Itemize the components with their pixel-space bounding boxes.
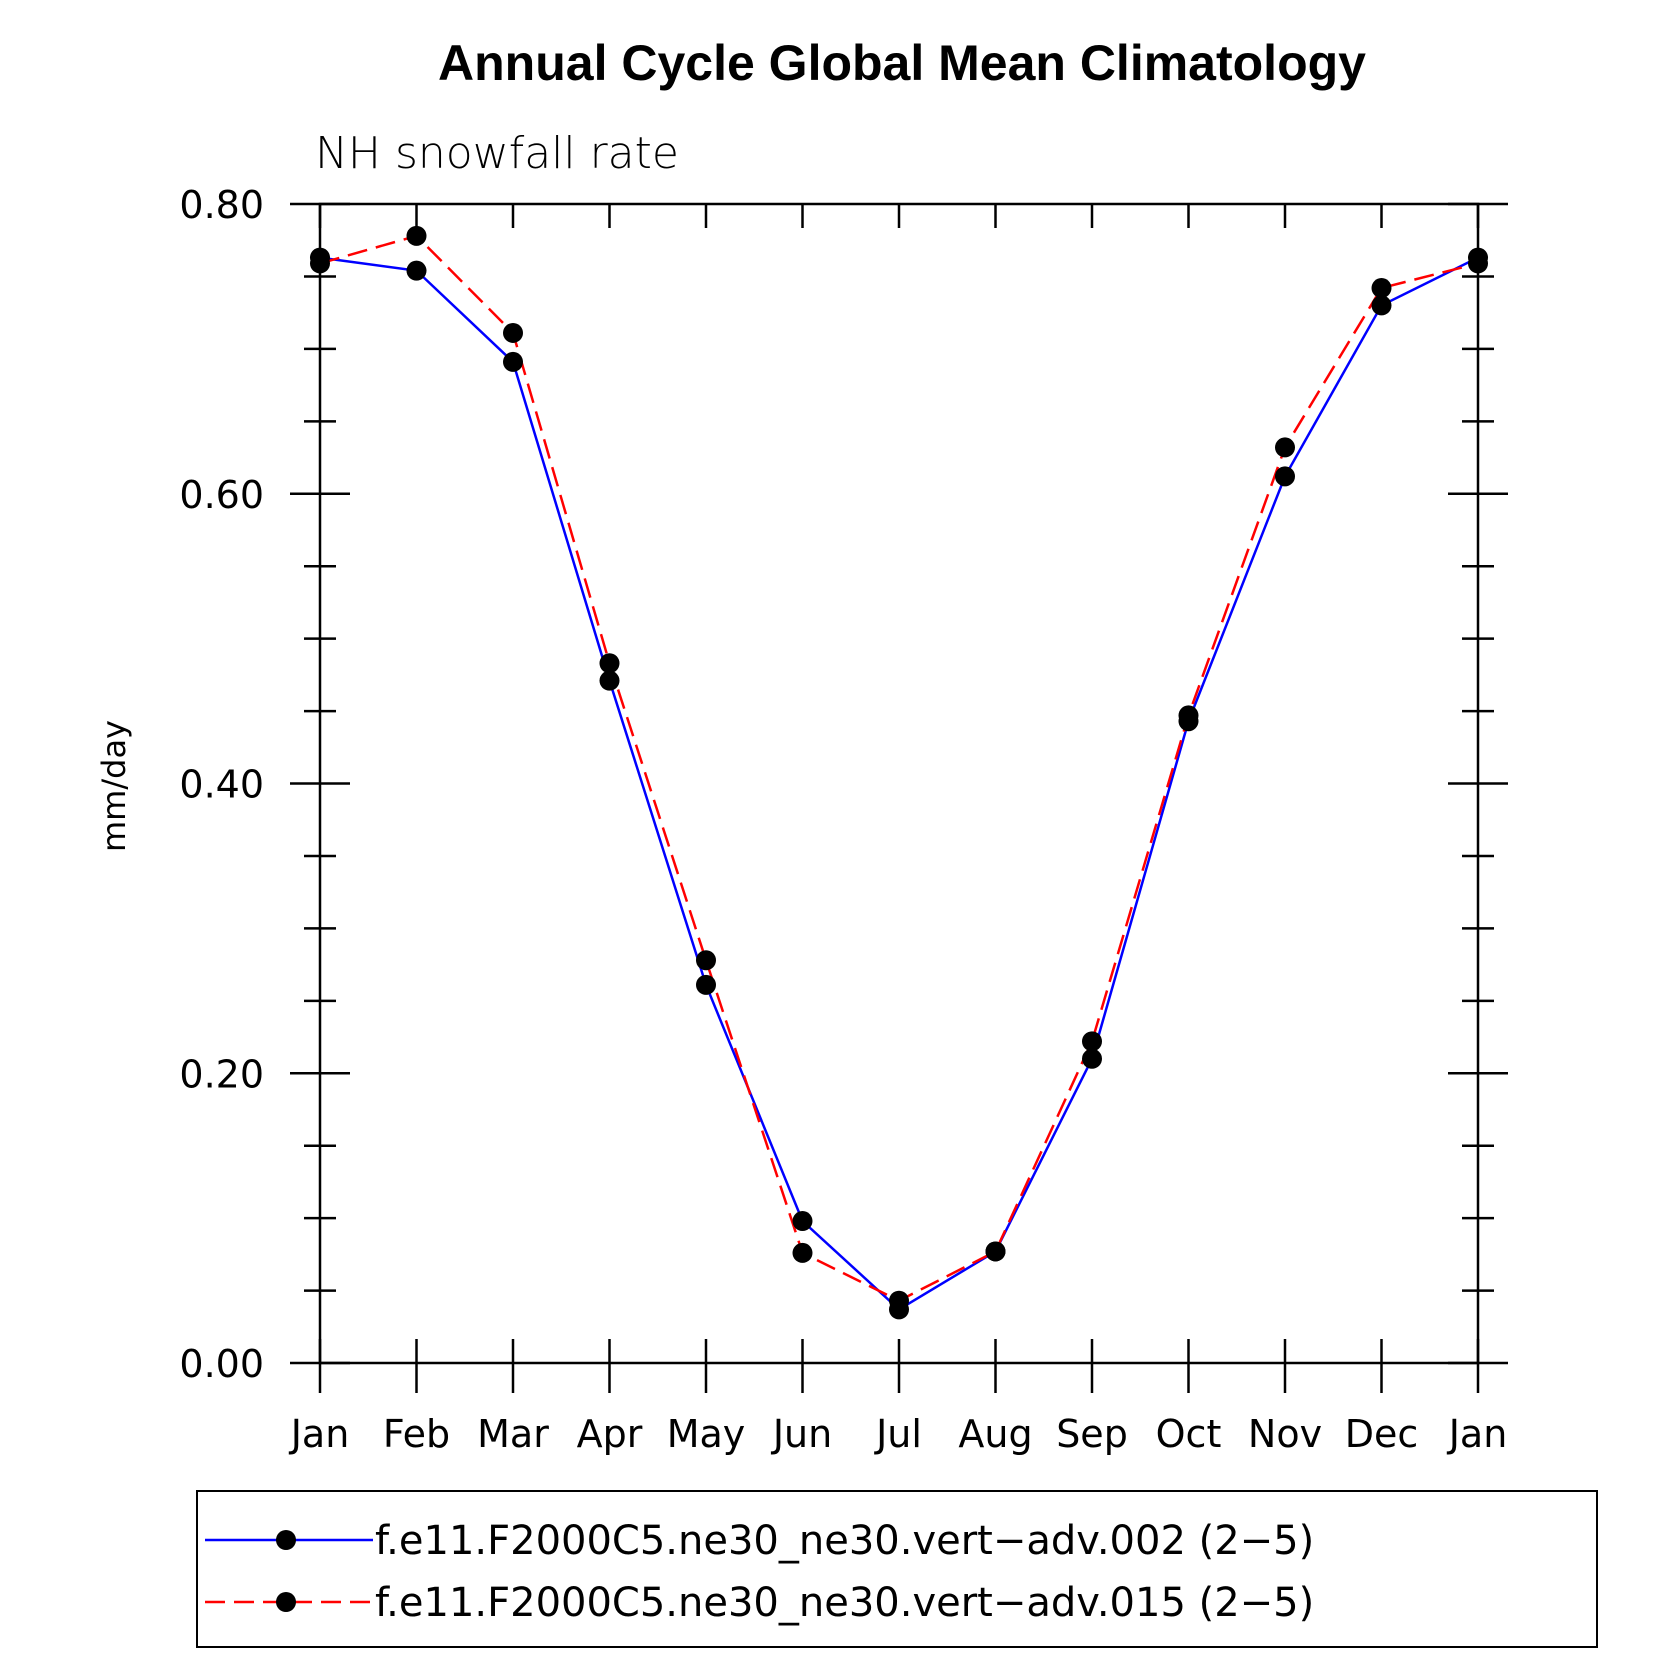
series-2-point	[985, 1241, 1006, 1262]
x-tick-label: Nov	[1248, 1412, 1322, 1456]
x-tick-label: Oct	[1156, 1412, 1222, 1456]
x-tick-label: Feb	[383, 1412, 450, 1456]
x-tick-label: Jan	[1447, 1412, 1508, 1456]
series-2-point	[1275, 437, 1295, 458]
series-1-point	[696, 974, 716, 995]
series-line-1	[319, 256, 1479, 1311]
chart-subtitle: NH snowfall rate	[315, 128, 679, 179]
x-tick-label: Mar	[477, 1412, 549, 1456]
x-tick-label: Apr	[577, 1412, 643, 1456]
legend-marker-2	[276, 1592, 296, 1612]
series-1-point	[792, 1211, 813, 1232]
series-1-point	[1082, 1048, 1102, 1069]
series-1-point	[1371, 295, 1392, 316]
x-tick-label: Dec	[1345, 1412, 1419, 1456]
plot-frame	[318, 202, 1480, 1365]
legend-label-2: f.e11.F2000C5.ne30_ne30.vert−adv.015 (2−…	[375, 1580, 1314, 1626]
x-tick-label: Jun	[771, 1412, 832, 1456]
y-tick-label: 0.20	[179, 1052, 264, 1096]
series-line-2	[319, 234, 1479, 1303]
series-2-point	[696, 950, 716, 971]
x-tick-label: Sep	[1056, 1412, 1128, 1456]
series-2-point	[599, 653, 620, 674]
y-axis-label: mm/day	[95, 720, 133, 852]
series-1-point	[1275, 466, 1295, 487]
y-tick-label: 0.00	[179, 1342, 264, 1386]
x-tick-label: Jul	[874, 1412, 922, 1456]
y-tick-label: 0.40	[179, 763, 264, 807]
legend: f.e11.F2000C5.ne30_ne30.vert−adv.002 (2−…	[196, 1490, 1598, 1648]
legend-box	[196, 1490, 1598, 1648]
series-2-point	[503, 322, 523, 343]
series-2-point	[1082, 1031, 1102, 1052]
y-tick-label: 0.80	[179, 183, 264, 227]
legend-marker-1	[276, 1530, 296, 1550]
chart-title: Annual Cycle Global Mean Climatology	[438, 35, 1366, 91]
y-tick-label: 0.60	[179, 473, 264, 517]
series-2-point	[1468, 253, 1488, 274]
x-tick-label: May	[667, 1412, 746, 1456]
legend-label-1: f.e11.F2000C5.ne30_ne30.vert−adv.002 (2−…	[375, 1518, 1314, 1564]
series-2-point	[1371, 278, 1392, 299]
series-2-point	[310, 253, 330, 274]
x-tick-label: Jan	[289, 1412, 350, 1456]
series-2-point	[792, 1242, 813, 1263]
series-2-point	[1178, 705, 1199, 726]
series-1-point	[599, 670, 620, 691]
series-1-point	[503, 351, 523, 372]
series-2-point	[406, 225, 427, 246]
series-layer	[310, 225, 1488, 1320]
series-2-point	[889, 1290, 909, 1311]
series-1-point	[406, 260, 427, 281]
plot-axes: Jan Feb Mar Apr May Jun Jul Aug Sep Oct Nov Dec Jan 0…	[179, 183, 1508, 1456]
x-tick-label: Aug	[958, 1412, 1032, 1456]
